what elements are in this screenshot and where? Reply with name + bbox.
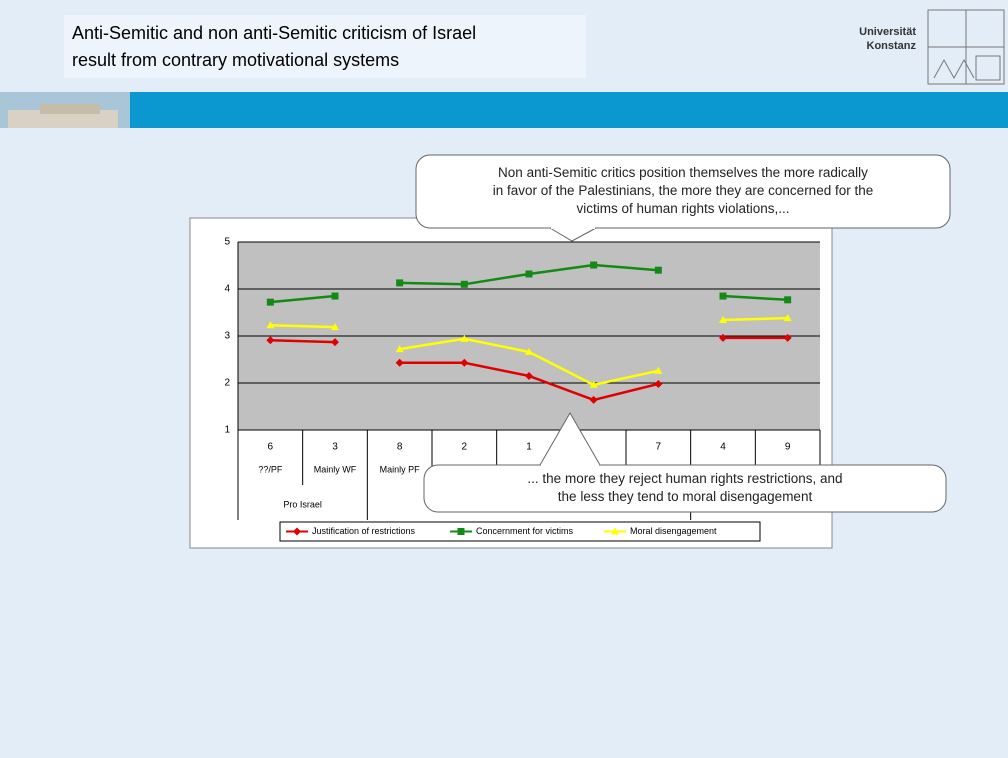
marker bbox=[589, 395, 598, 404]
y-tick-label: 3 bbox=[224, 331, 230, 342]
title-box bbox=[64, 15, 586, 78]
marker bbox=[654, 379, 663, 388]
logo-text: Universität bbox=[859, 26, 916, 38]
x-tick-label: 2 bbox=[462, 442, 468, 453]
title-line: Anti-Semitic and non anti-Semitic critic… bbox=[72, 23, 476, 43]
marker bbox=[589, 380, 598, 388]
callout-text: ... the more they reject human rights re… bbox=[527, 471, 842, 486]
marker bbox=[525, 347, 533, 355]
series-line bbox=[270, 323, 336, 329]
title-line: result from contrary motivational system… bbox=[72, 50, 399, 70]
callout-text: the less they tend to moral disengagemen… bbox=[558, 489, 813, 504]
x-tick-label: 3 bbox=[332, 442, 338, 453]
series-line bbox=[270, 294, 336, 304]
series-line bbox=[722, 316, 788, 322]
marker bbox=[266, 298, 274, 306]
legend-label: Concernment for victims bbox=[476, 526, 574, 536]
marker bbox=[719, 292, 727, 300]
x-sub-label: Mainly WF bbox=[314, 464, 357, 474]
marker bbox=[331, 338, 339, 347]
marker bbox=[266, 336, 275, 345]
callout-box bbox=[415, 154, 951, 229]
x-tick-label: 7 bbox=[656, 442, 662, 453]
marker bbox=[783, 314, 792, 322]
y-tick-label: 5 bbox=[224, 237, 230, 248]
marker bbox=[525, 371, 533, 380]
logo-text: Konstanz bbox=[867, 40, 917, 52]
legend-label: Moral disengagement bbox=[630, 526, 717, 536]
legend bbox=[279, 521, 761, 542]
marker bbox=[654, 366, 663, 374]
marker bbox=[395, 358, 404, 367]
marker bbox=[395, 345, 404, 353]
marker bbox=[331, 292, 339, 300]
marker bbox=[331, 323, 339, 331]
marker bbox=[460, 334, 469, 342]
marker bbox=[266, 321, 275, 329]
legend-label: Justification of restrictions bbox=[312, 526, 416, 536]
x-sub-label: Mainly PF bbox=[380, 464, 421, 474]
marker bbox=[457, 528, 465, 535]
series-line bbox=[270, 338, 336, 344]
marker bbox=[784, 296, 792, 304]
marker bbox=[719, 333, 727, 342]
x-tick-label: 1 bbox=[526, 442, 532, 453]
callout-box bbox=[423, 464, 947, 513]
x-sub-label: ??/PF bbox=[258, 464, 283, 474]
marker bbox=[293, 527, 301, 536]
y-tick-label: 4 bbox=[224, 284, 230, 295]
logo-image bbox=[927, 9, 1005, 85]
marker bbox=[525, 270, 533, 278]
x-tick-label: 8 bbox=[397, 442, 403, 453]
x-tick-label: 9 bbox=[785, 442, 791, 453]
marker bbox=[783, 333, 792, 342]
marker bbox=[719, 316, 727, 324]
banner-image bbox=[0, 92, 130, 128]
callout-pointer bbox=[539, 411, 601, 466]
callout-pointer bbox=[549, 227, 597, 242]
series-line bbox=[722, 294, 788, 302]
banner bbox=[0, 92, 1008, 128]
marker bbox=[460, 280, 468, 288]
marker bbox=[460, 358, 469, 367]
y-tick-label: 2 bbox=[224, 378, 230, 389]
marker bbox=[654, 266, 662, 274]
marker bbox=[611, 527, 619, 535]
y-tick-label: 1 bbox=[224, 425, 230, 436]
group-label: Pro Israel bbox=[283, 499, 322, 509]
x-tick-label: 6 bbox=[268, 442, 274, 453]
x-tick-label: 4 bbox=[720, 442, 726, 453]
marker bbox=[590, 261, 598, 269]
callout-text: in favor of the Palestinians, the more t… bbox=[493, 183, 873, 198]
callout-text: victims of human rights violations,... bbox=[576, 201, 789, 216]
callout-text: Non anti-Semitic critics position themse… bbox=[498, 165, 868, 180]
marker bbox=[396, 279, 404, 287]
